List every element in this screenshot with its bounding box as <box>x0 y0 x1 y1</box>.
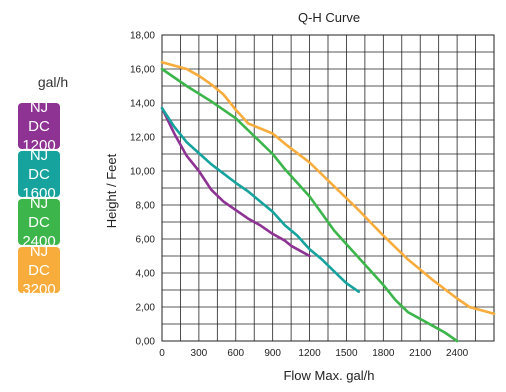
y-tick-label: 14,00 <box>130 99 155 110</box>
x-tick-label: 300 <box>191 348 208 359</box>
x-tick-label: 0 <box>159 348 165 359</box>
x-axis-ticks: 0 300 600 900 1200 1500 1800 2100 2400 <box>159 348 468 359</box>
x-tick-label: 900 <box>264 348 281 359</box>
y-tick-label: 4,00 <box>136 269 156 280</box>
chart-title: Q-H Curve <box>298 10 360 25</box>
x-tick-label: 1200 <box>298 348 321 359</box>
y-tick-label: 12,00 <box>130 133 155 144</box>
chart-grid <box>161 34 495 342</box>
x-tick-label: 2100 <box>409 348 432 359</box>
x-tick-label: 1500 <box>335 348 358 359</box>
x-axis-label: Flow Max. gal/h <box>283 368 374 383</box>
y-tick-label: 2,00 <box>136 303 156 314</box>
legend: NJ DC 1200 NJ DC 1600 NJ DC 2400 NJ DC 3… <box>18 99 60 298</box>
y-axis-label: Height / Feet <box>104 153 119 228</box>
legend-item-label-line2: 1600 <box>22 184 56 202</box>
legend-item-label-line1: NJ DC <box>28 242 50 279</box>
legend-item-label-line1: NJ DC <box>28 146 50 183</box>
y-axis-ticks: 0,00 2,00 4,00 6,00 8,00 10,00 12,00 14,00 16,00… <box>130 31 155 348</box>
plot-frame <box>161 34 495 342</box>
legend-item-nj-dc-3200: NJ DC 3200 <box>18 243 60 298</box>
x-tick-label: 1800 <box>372 348 395 359</box>
legend-item-label-line1: NJ DC <box>28 98 50 135</box>
legend-item-label-line1: NJ DC <box>28 194 50 231</box>
y-tick-label: 0,00 <box>136 337 156 348</box>
legend-item-nj-dc-2400: NJ DC 2400 <box>18 195 60 250</box>
series-line-nj-dc-2400 <box>160 67 459 343</box>
x-tick-label: 2400 <box>446 348 469 359</box>
legend-item-label-line2: 2400 <box>22 232 56 250</box>
legend-unit-label: gal/h <box>37 74 69 90</box>
series-line-nj-dc-1200 <box>160 106 311 258</box>
legend-item-label-line2: 3200 <box>22 280 56 298</box>
legend-item-label-line2: 1200 <box>22 136 56 154</box>
y-tick-label: 18,00 <box>130 31 155 42</box>
x-tick-label: 600 <box>227 348 244 359</box>
y-tick-label: 6,00 <box>136 235 156 246</box>
series-line-nj-dc-1600 <box>160 106 360 293</box>
legend-item-nj-dc-1200: NJ DC 1200 <box>18 99 60 154</box>
chart-series-group <box>160 60 496 343</box>
legend-item-nj-dc-1600: NJ DC 1600 <box>18 147 60 202</box>
series-line-nj-dc-3200 <box>160 60 496 316</box>
y-tick-label: 8,00 <box>136 201 156 212</box>
y-tick-label: 16,00 <box>130 65 155 76</box>
y-tick-label: 10,00 <box>130 167 155 178</box>
